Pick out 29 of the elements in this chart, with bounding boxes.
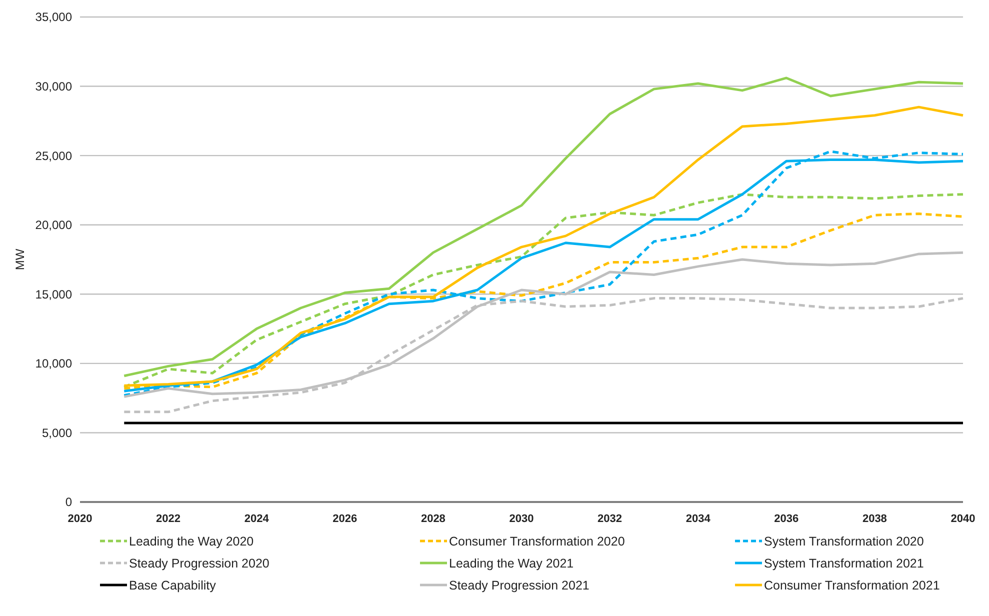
y-tick-label: 20,000 bbox=[35, 218, 72, 232]
legend-label: Leading the Way 2020 bbox=[129, 534, 254, 548]
legend-label: Steady Progression 2021 bbox=[449, 578, 590, 592]
legend-label: Consumer Transformation 2021 bbox=[764, 578, 940, 592]
legend-label: Steady Progression 2020 bbox=[129, 556, 270, 570]
x-tick-label: 2026 bbox=[332, 513, 358, 525]
x-tick-label: 2020 bbox=[68, 513, 92, 525]
x-tick-label: 2024 bbox=[244, 513, 270, 525]
y-tick-label: 15,000 bbox=[35, 287, 72, 302]
y-tick-label: 10,000 bbox=[35, 356, 72, 371]
x-tick-label: 2038 bbox=[862, 513, 887, 525]
legend-label: Consumer Transformation 2020 bbox=[449, 534, 625, 548]
x-tick-label: 2030 bbox=[509, 513, 534, 525]
legend-label: Leading the Way 2021 bbox=[449, 556, 574, 570]
x-tick-label: 2028 bbox=[420, 513, 446, 525]
x-tick-label: 2034 bbox=[686, 513, 712, 525]
x-tick-label: 2022 bbox=[156, 513, 181, 525]
x-tick-label: 2040 bbox=[950, 513, 976, 525]
y-tick-label: 5,000 bbox=[42, 426, 72, 440]
y-tick-label: 25,000 bbox=[35, 148, 72, 163]
y-axis-title: MW bbox=[13, 248, 27, 270]
x-tick-label: 2036 bbox=[774, 513, 799, 525]
y-tick-label: 35,000 bbox=[35, 10, 72, 24]
legend-label: System Transformation 2020 bbox=[764, 534, 924, 548]
x-tick-label: 2032 bbox=[598, 513, 622, 525]
legend-label: Base Capability bbox=[129, 578, 217, 592]
y-tick-label: 0 bbox=[65, 495, 72, 510]
legend-label: System Transformation 2021 bbox=[764, 556, 924, 570]
y-tick-label: 30,000 bbox=[35, 79, 72, 94]
